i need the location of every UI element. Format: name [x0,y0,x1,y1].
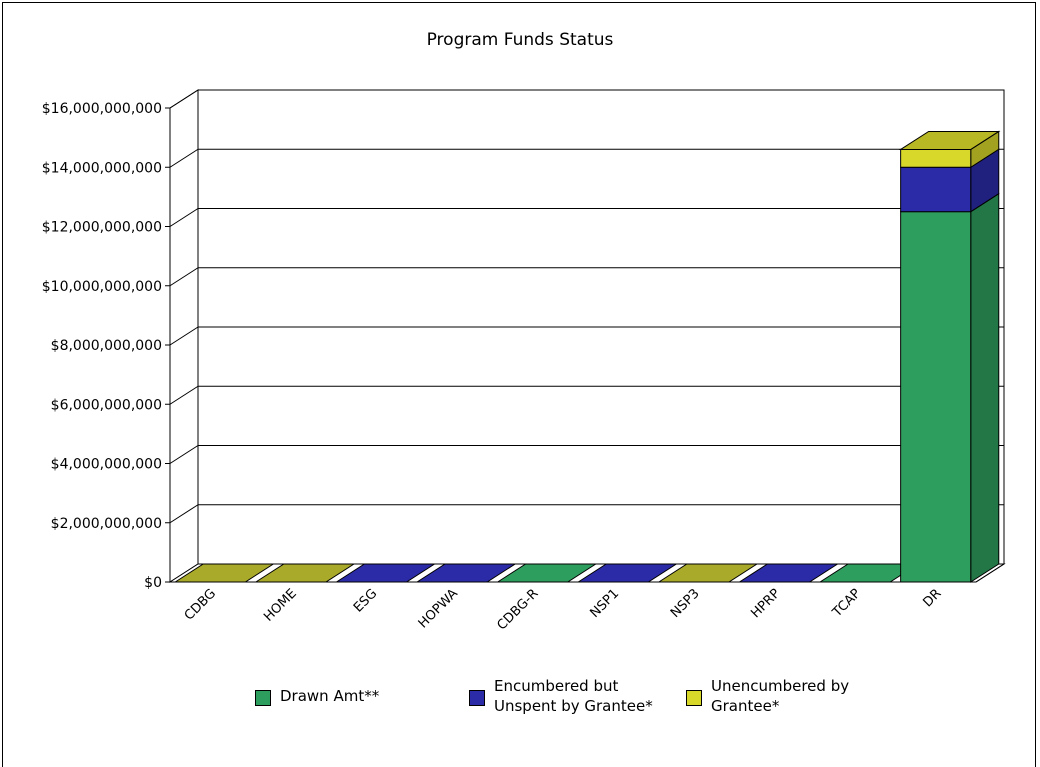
gridline-side [169,326,199,346]
legend-item: Unencumbered by Grantee* [686,676,849,716]
bar-top-hopwa [415,563,517,583]
x-tick-label: NSP1 [587,586,622,621]
grid-layer [168,89,1006,583]
y-tick-label: $6,000,000,000 [51,397,162,413]
y-tick-label: $16,000,000,000 [42,101,162,117]
legend-swatch [469,690,485,706]
bar-side-dr [970,192,1000,583]
y-tick-label: $14,000,000,000 [42,160,162,176]
x-tick-label: HPRP [748,586,783,621]
chart-title: Program Funds Status [426,30,614,50]
legend-item: Drawn Amt** [255,686,379,706]
bar-top-dr [898,130,1001,150]
y-tick-label: $2,000,000,000 [51,516,162,532]
x-tick-label: CDBG [182,586,219,623]
gridline-side [169,267,199,287]
y-tick-label: $4,000,000,000 [51,457,162,473]
bar-dr [900,211,972,583]
gridline-side [169,89,199,109]
x-tick-label: ESG [351,586,380,615]
bar-top-cdbg [173,563,276,583]
bar-top-home [254,563,356,583]
x-axis-edge [975,563,1005,583]
bar-top-hprp [737,563,840,583]
y-tick-label: $8,000,000,000 [51,338,162,354]
bar-top-esg [334,563,437,583]
x-tick-label: HOME [261,586,300,625]
x-tick-label: HOPWA [416,586,461,631]
x-tick-label: TCAP [829,586,864,621]
bar-top-nsp1 [576,563,679,583]
legend-label: Unencumbered by Grantee* [711,677,850,715]
y-tick-label: $12,000,000,000 [42,220,162,236]
bar-layer [173,130,1001,583]
legend-swatch [255,690,271,706]
gridline-side [169,208,199,227]
gridline-side [169,148,199,168]
legend: Drawn Amt** Encumbered but Unspent by Gra… [0,676,1040,736]
plot-area: $0 $2,000,000,000 $4,000,000,000 $6,000,000… [42,89,1006,633]
legend-label: Encumbered but Unspent by Grantee* [494,677,653,715]
gridline-side [169,385,199,405]
x-tick-label: NSP3 [668,586,703,621]
legend-item: Encumbered but Unspent by Grantee* [469,676,653,716]
y-tick-label: $0 [144,575,162,591]
x-tick-label: DR [920,586,944,610]
bar-dr [900,166,972,213]
legend-label: Drawn Amt** [280,687,380,705]
legend-swatch [686,690,702,706]
bar-top-cdbg-r [495,563,598,583]
y-tick-label: $10,000,000,000 [42,279,162,295]
bar-dr [900,148,972,168]
gridline-side [169,504,199,524]
bar-top-nsp3 [657,563,759,583]
gridline-side [169,445,199,464]
x-tick-label: CDBG-R [494,586,541,633]
